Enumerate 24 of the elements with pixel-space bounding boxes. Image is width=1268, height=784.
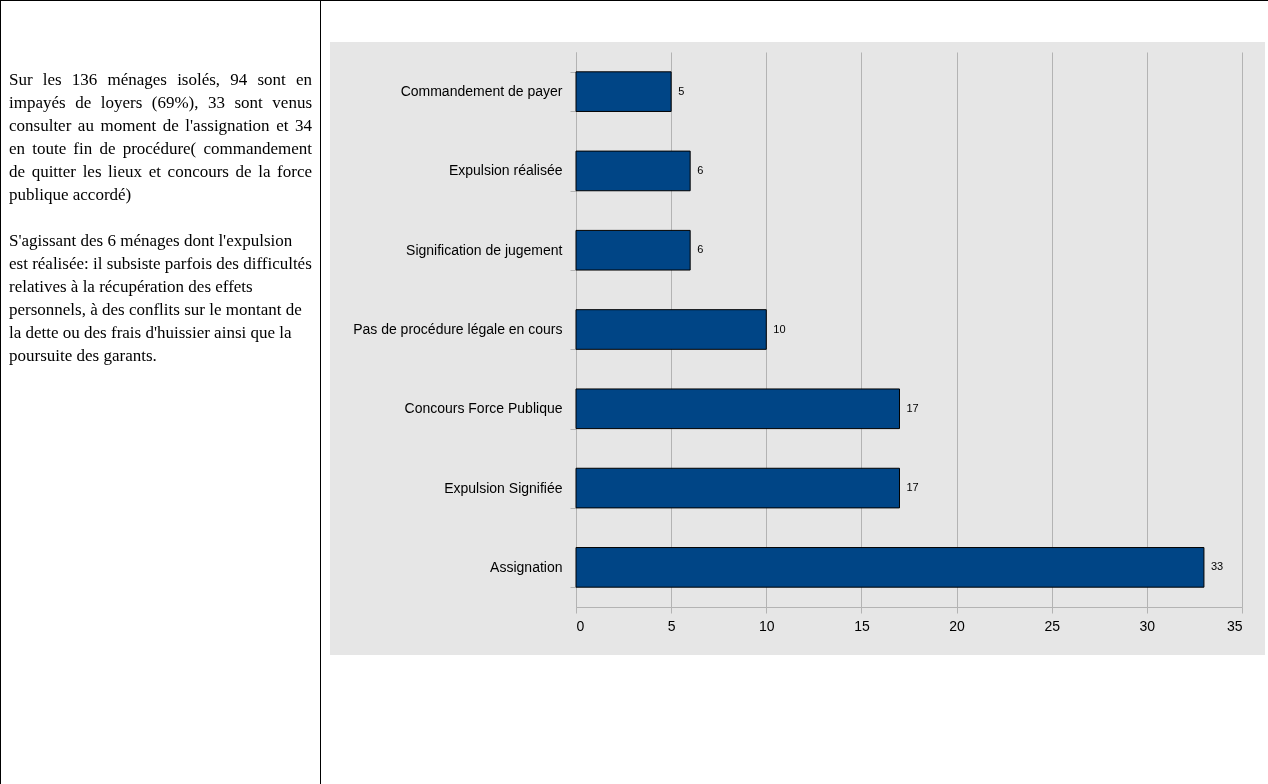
- x-tick-label: 10: [759, 617, 775, 634]
- x-tick-label: 15: [854, 617, 870, 634]
- text: Sur les 136 ménages isolés, 94 sont en impayés de loyers (69%), 33 sont venus consulter au moment de l'assignation et 34 en toute fin de procédure( commandement de quitter les lieux et concours de la force publique accordé): [9, 69, 312, 206]
- y-tick-label: Signification de jugement: [406, 241, 563, 258]
- x-tick-label: 5: [667, 617, 676, 634]
- x-tick-label: 25: [1044, 617, 1061, 634]
- data-label: 17: [906, 401, 919, 414]
- y-tick-label: Concours Force Publique: [404, 400, 563, 417]
- data-label: 10: [773, 322, 786, 335]
- y-tick-label: Expulsion réalisée: [448, 162, 563, 179]
- y-tick-label: Assignation: [490, 558, 563, 575]
- data-label: 33: [1210, 560, 1224, 573]
- x-tick-label: 30: [1139, 617, 1156, 634]
- y-tick-label: Pas de procédure légale en cours: [353, 321, 563, 337]
- y-tick-label: Expulsion Signifiée: [444, 479, 563, 496]
- text: S'agissant des 6 ménages dont l'expulsion est réalisée: il subsiste parfois des difficultés relatives à la récupération des effets personnels, à des conflits sur le montant de la dette ou des frais d'huissier ainsi que la poursuite des garants.: [9, 230, 312, 367]
- x-tick-label: 35: [1226, 617, 1243, 634]
- x-tick-label: 0: [576, 617, 585, 634]
- data-label: 17: [906, 481, 919, 494]
- data-label: 6: [697, 163, 704, 176]
- x-tick-label: 20: [949, 617, 966, 634]
- y-tick-label: Commandement de payer: [400, 83, 563, 100]
- data-label: 6: [697, 243, 704, 256]
- data-label: 5: [678, 84, 685, 97]
